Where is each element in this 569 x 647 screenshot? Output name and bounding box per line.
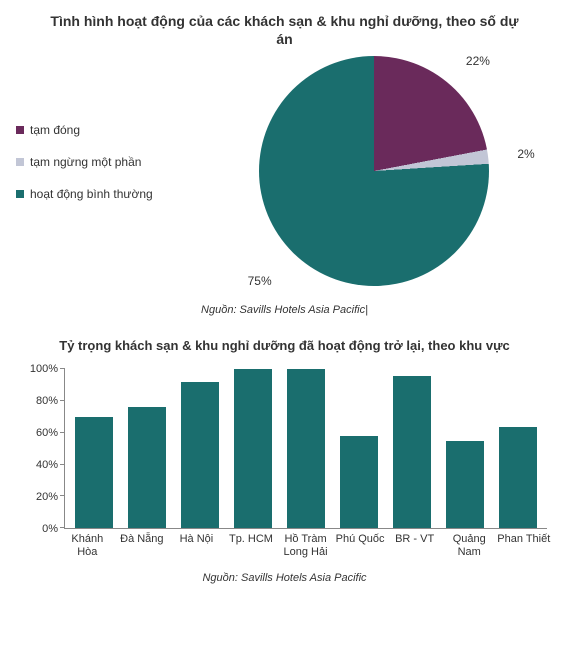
x-axis-label: BR - VT bbox=[387, 533, 442, 559]
bar bbox=[393, 376, 431, 529]
legend-label: hoạt động bình thường bbox=[30, 187, 153, 201]
pie-slice-label: 22% bbox=[466, 54, 490, 68]
bar-x-labels: Khánh HòaĐà NẵngHà NộiTp. HCMHồ Tràm Lon… bbox=[58, 529, 553, 559]
y-tick-label: 20% bbox=[36, 491, 58, 503]
x-axis-label: Tp. HCM bbox=[224, 533, 279, 559]
legend-item: tạm đóng bbox=[16, 123, 176, 137]
legend-swatch bbox=[16, 126, 24, 134]
pie-chart-title: Tình hình hoạt động của các khách sạn & … bbox=[43, 12, 526, 48]
pie-slice-label: 75% bbox=[248, 274, 272, 288]
pie-slice-label: 2% bbox=[517, 147, 534, 161]
bar bbox=[287, 369, 325, 528]
bar bbox=[340, 436, 378, 528]
y-tick-label: 100% bbox=[30, 363, 58, 375]
bar bbox=[234, 369, 272, 528]
y-tick-label: 0% bbox=[42, 523, 58, 535]
y-tick-mark bbox=[60, 464, 65, 465]
bar-chart-section: Tỷ trọng khách sạn & khu nghỉ dưỡng đã h… bbox=[16, 338, 553, 583]
y-tick-label: 80% bbox=[36, 395, 58, 407]
x-axis-label: Khánh Hòa bbox=[60, 533, 115, 559]
legend-item: hoạt động bình thường bbox=[16, 187, 176, 201]
x-axis-label: Hà Nội bbox=[169, 533, 224, 559]
bar-chart-area: 0%20%40%60%80%100% bbox=[22, 369, 547, 529]
bar bbox=[128, 407, 166, 528]
y-tick-mark bbox=[60, 495, 65, 496]
x-axis-label: Đà Nẵng bbox=[115, 533, 170, 559]
pie-chart-body: tạm đóng tạm ngừng một phần hoạt động bình… bbox=[16, 56, 553, 286]
y-tick-label: 60% bbox=[36, 427, 58, 439]
legend-swatch bbox=[16, 190, 24, 198]
legend-label: tạm đóng bbox=[30, 123, 80, 137]
pie-plot: 22%2%75% bbox=[259, 56, 489, 286]
y-tick-label: 40% bbox=[36, 459, 58, 471]
x-axis-label: Phan Thiết bbox=[497, 533, 552, 559]
legend-swatch bbox=[16, 158, 24, 166]
pie-legend: tạm đóng tạm ngừng một phần hoạt động bình… bbox=[16, 123, 176, 219]
y-tick-mark bbox=[60, 368, 65, 369]
legend-label: tạm ngừng một phần bbox=[30, 155, 141, 169]
y-tick-mark bbox=[60, 400, 65, 401]
x-axis-label: Quảng Nam bbox=[442, 533, 497, 559]
x-axis-label: Hồ Tràm Long Hải bbox=[278, 533, 333, 559]
bar-plot bbox=[64, 369, 547, 529]
y-tick-mark bbox=[60, 432, 65, 433]
bar bbox=[181, 382, 219, 528]
bar-source: Nguồn: Savills Hotels Asia Pacific bbox=[16, 572, 553, 584]
bar bbox=[75, 417, 113, 528]
bar bbox=[499, 427, 537, 529]
y-tick-mark bbox=[60, 527, 65, 528]
bar-y-axis: 0%20%40%60%80%100% bbox=[22, 369, 64, 529]
x-axis-label: Phú Quốc bbox=[333, 533, 388, 559]
bar-chart-title: Tỷ trọng khách sạn & khu nghỉ dưỡng đã h… bbox=[43, 338, 526, 355]
pie-source: Nguồn: Savills Hotels Asia Pacific| bbox=[16, 304, 553, 316]
pie-chart-section: Tình hình hoạt động của các khách sạn & … bbox=[16, 12, 553, 316]
bar bbox=[446, 441, 484, 528]
legend-item: tạm ngừng một phần bbox=[16, 155, 176, 169]
